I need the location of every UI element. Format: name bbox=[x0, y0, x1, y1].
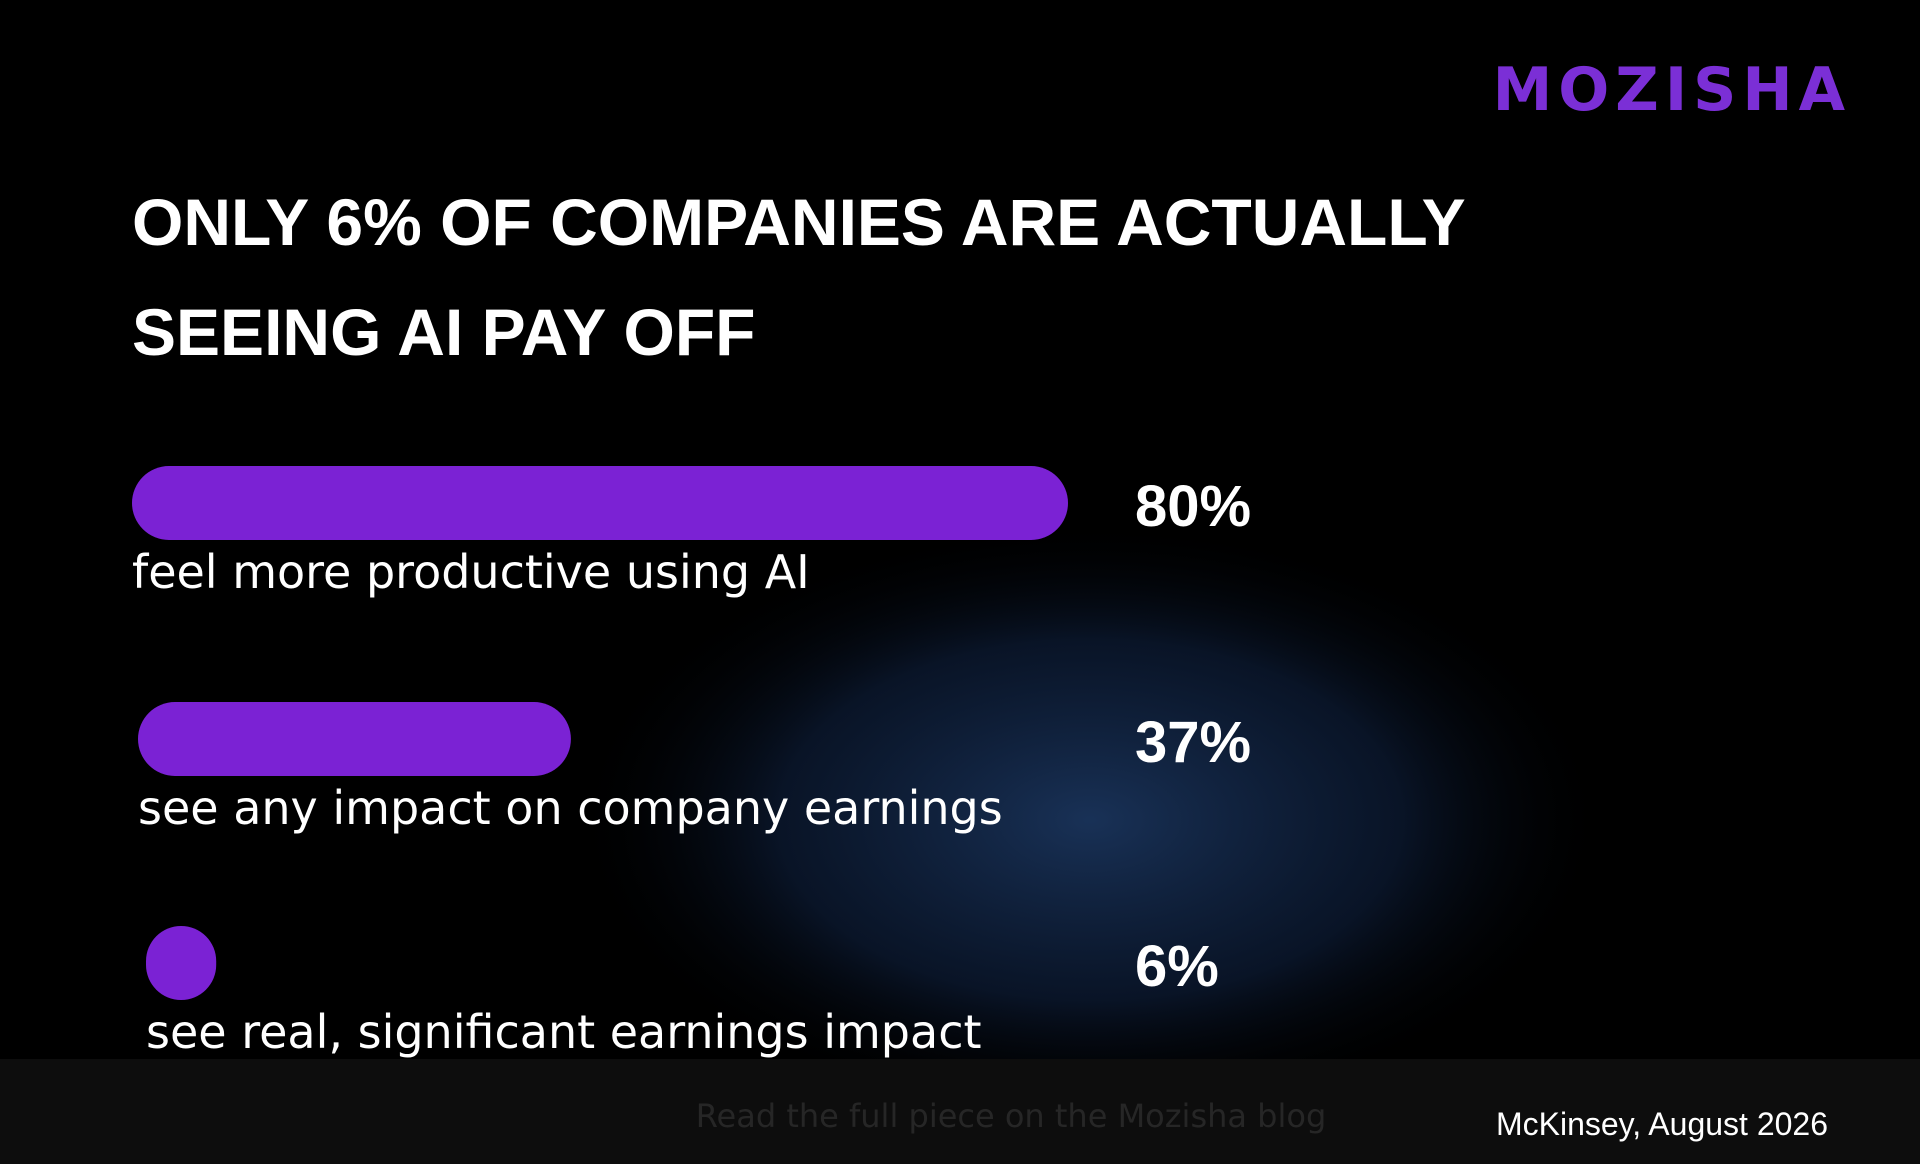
footer-link[interactable]: Read the full piece on the Mozisha blog bbox=[696, 1097, 1327, 1135]
bar bbox=[132, 466, 1068, 540]
chart-title: SEEING AI PAY OFF bbox=[132, 295, 756, 369]
value-label: 37% bbox=[1135, 710, 1251, 775]
footer-strip bbox=[0, 1059, 1920, 1164]
source: McKinsey, August 2026 bbox=[1496, 1106, 1828, 1142]
background-image bbox=[570, 520, 1610, 1120]
bar bbox=[138, 702, 571, 776]
value-label: 6% bbox=[1135, 934, 1219, 999]
category-label: see real, significant earnings impact bbox=[146, 1005, 982, 1059]
brand-logo: MOZISHA bbox=[1493, 55, 1851, 125]
category-label: see any impact on company earnings bbox=[138, 781, 1003, 835]
value-label: 80% bbox=[1135, 474, 1251, 539]
chart-title: ONLY 6% OF COMPANIES ARE ACTUALLY bbox=[132, 185, 1466, 259]
category-label: feel more productive using AI bbox=[132, 545, 810, 599]
bar bbox=[146, 926, 217, 1000]
